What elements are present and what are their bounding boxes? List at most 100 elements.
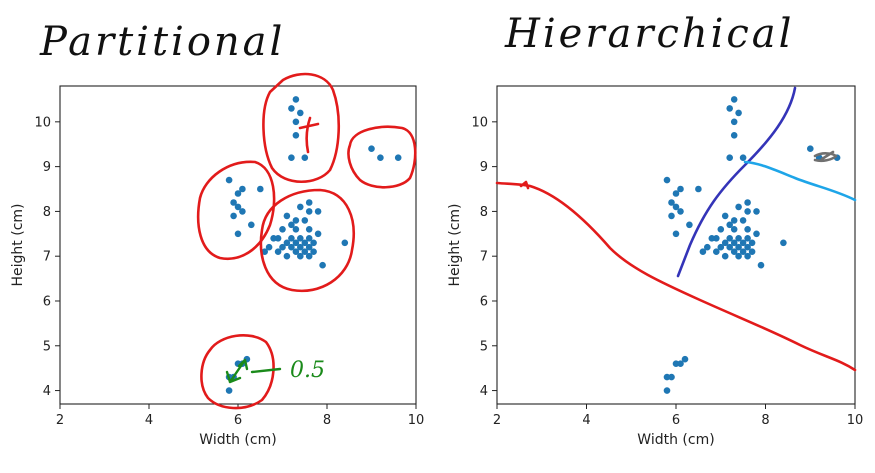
data-point xyxy=(394,154,402,161)
data-point xyxy=(292,226,300,233)
data-point xyxy=(257,185,264,193)
data-point xyxy=(748,248,756,255)
data-point xyxy=(274,248,282,255)
data-point xyxy=(225,387,233,394)
data-point xyxy=(292,217,300,224)
data-point xyxy=(739,154,747,161)
y-tick-label: 7 xyxy=(43,250,51,265)
data-point xyxy=(297,109,304,117)
plot-frame xyxy=(496,85,856,405)
x-tick-label: 4 xyxy=(145,413,153,428)
data-point xyxy=(753,208,760,215)
data-point xyxy=(305,235,313,242)
data-point xyxy=(730,96,738,103)
data-point xyxy=(721,252,729,260)
data-point xyxy=(744,226,751,233)
y-axis-label: Height (cm) xyxy=(447,204,463,287)
data-point xyxy=(708,235,716,242)
data-point xyxy=(677,208,684,215)
data-point xyxy=(305,252,313,260)
data-point xyxy=(297,235,304,242)
y-tick-label: 5 xyxy=(43,339,51,354)
data-point xyxy=(283,212,291,220)
data-point xyxy=(780,239,787,247)
data-point xyxy=(672,190,680,197)
data-point xyxy=(310,239,317,247)
data-point xyxy=(744,199,751,206)
distance-arrow xyxy=(225,358,282,384)
data-point xyxy=(744,243,751,251)
cluster-circle-bottom xyxy=(200,334,275,410)
data-point xyxy=(739,248,747,255)
data-point xyxy=(735,243,742,251)
y-axis-label: Height (cm) xyxy=(10,204,26,287)
data-point xyxy=(288,235,295,242)
y-tick-label: 6 xyxy=(480,294,488,309)
data-point xyxy=(292,248,300,255)
x-tick-label: 6 xyxy=(672,413,680,428)
data-point xyxy=(225,176,233,184)
data-point xyxy=(270,235,277,242)
y-tick-label: 9 xyxy=(480,160,488,175)
data-point xyxy=(292,239,300,247)
data-point xyxy=(297,252,304,260)
data-point xyxy=(314,208,322,215)
data-point xyxy=(310,248,317,255)
data-point xyxy=(699,248,707,255)
data-point xyxy=(301,217,309,224)
chart-title-hierarchical: Hierarchical xyxy=(504,11,794,57)
data-point xyxy=(807,145,814,152)
data-point xyxy=(341,239,349,247)
data-point xyxy=(288,105,295,112)
cluster-mark-cross xyxy=(298,116,320,154)
y-tick-label: 6 xyxy=(43,294,51,309)
data-point xyxy=(239,185,246,193)
data-point xyxy=(730,248,738,255)
data-point xyxy=(265,243,273,251)
y-tick-label: 9 xyxy=(43,160,51,175)
split-line-blue xyxy=(676,86,797,278)
data-point xyxy=(726,105,733,112)
cluster-circle-top xyxy=(262,72,341,183)
data-point xyxy=(744,235,751,242)
data-point xyxy=(663,387,671,394)
data-point xyxy=(730,217,738,224)
data-point xyxy=(695,185,702,193)
data-point xyxy=(279,243,286,251)
data-point xyxy=(677,185,684,193)
x-tick-label: 4 xyxy=(582,413,590,428)
x-tick-label: 2 xyxy=(493,413,501,428)
data-point xyxy=(717,226,725,233)
y-tick-label: 10 xyxy=(471,115,488,130)
data-point xyxy=(288,221,295,229)
data-point xyxy=(668,199,675,206)
data-point xyxy=(713,248,720,255)
x-axis-label: Width (cm) xyxy=(199,432,276,448)
data-point xyxy=(739,239,747,247)
distance-label: 0.5 xyxy=(290,358,325,383)
data-point xyxy=(748,239,756,247)
data-point xyxy=(681,355,689,363)
cluster-circle-center xyxy=(259,188,355,293)
data-point xyxy=(717,243,725,251)
data-point xyxy=(368,145,375,152)
data-point xyxy=(663,373,671,381)
y-tick-label: 8 xyxy=(43,205,51,220)
hierarchical-split-lines xyxy=(495,86,857,372)
data-point xyxy=(668,212,675,220)
data-point xyxy=(248,221,255,229)
data-point xyxy=(753,230,760,238)
data-point xyxy=(234,203,242,211)
data-point xyxy=(735,235,742,242)
data-point xyxy=(305,199,313,206)
cluster-circle-right xyxy=(347,125,417,189)
data-point xyxy=(234,190,242,197)
data-point xyxy=(730,239,738,247)
data-point xyxy=(663,176,671,184)
x-tick-label: 8 xyxy=(323,413,331,428)
data-point xyxy=(726,243,733,251)
data-point xyxy=(721,212,729,220)
data-point xyxy=(279,226,286,233)
data-point xyxy=(735,203,742,211)
